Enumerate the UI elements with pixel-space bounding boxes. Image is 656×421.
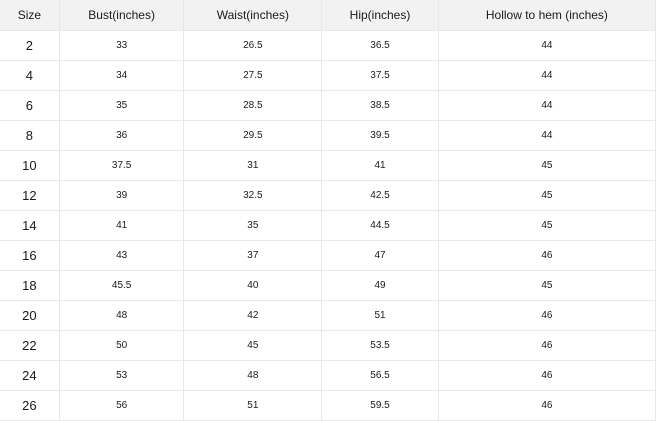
cell-bust: 33 bbox=[59, 30, 185, 61]
cell-waist: 37 bbox=[183, 240, 323, 271]
cell-hip: 36.5 bbox=[321, 30, 439, 61]
cell-waist: 51 bbox=[183, 390, 323, 421]
cell-hem: 44 bbox=[438, 30, 656, 61]
cell-waist: 40 bbox=[183, 270, 323, 301]
table-row: 4 34 27.5 37.5 44 bbox=[0, 60, 656, 91]
cell-hip: 49 bbox=[321, 270, 439, 301]
cell-size: 6 bbox=[0, 90, 60, 121]
table-row: 2 33 26.5 36.5 44 bbox=[0, 30, 656, 61]
table-row: 14 41 35 44.5 45 bbox=[0, 210, 656, 241]
cell-hip: 38.5 bbox=[321, 90, 439, 121]
size-chart-body: 2 33 26.5 36.5 44 4 34 27.5 37.5 44 6 35 28.5 38.5 44 8… bbox=[0, 30, 656, 421]
cell-hip: 47 bbox=[321, 240, 439, 271]
cell-bust: 34 bbox=[59, 60, 185, 91]
cell-hip: 42.5 bbox=[321, 180, 439, 211]
cell-bust: 35 bbox=[59, 90, 185, 121]
column-header-hollow-to-hem: Hollow to hem (inches) bbox=[438, 0, 656, 31]
cell-waist: 35 bbox=[183, 210, 323, 241]
cell-size: 24 bbox=[0, 360, 60, 391]
cell-bust: 50 bbox=[59, 330, 185, 361]
cell-hip: 59.5 bbox=[321, 390, 439, 421]
cell-size: 14 bbox=[0, 210, 60, 241]
cell-waist: 48 bbox=[183, 360, 323, 391]
cell-waist: 42 bbox=[183, 300, 323, 331]
table-row: 12 39 32.5 42.5 45 bbox=[0, 180, 656, 211]
cell-size: 12 bbox=[0, 180, 60, 211]
cell-hip: 56.5 bbox=[321, 360, 439, 391]
table-row: 20 48 42 51 46 bbox=[0, 300, 656, 331]
cell-bust: 39 bbox=[59, 180, 185, 211]
table-row: 22 50 45 53.5 46 bbox=[0, 330, 656, 361]
cell-bust: 36 bbox=[59, 120, 185, 151]
table-row: 8 36 29.5 39.5 44 bbox=[0, 120, 656, 151]
table-row: 16 43 37 47 46 bbox=[0, 240, 656, 271]
cell-hem: 44 bbox=[438, 120, 656, 151]
cell-waist: 29.5 bbox=[183, 120, 323, 151]
cell-hem: 46 bbox=[438, 360, 656, 391]
cell-size: 20 bbox=[0, 300, 60, 331]
cell-hem: 45 bbox=[438, 180, 656, 211]
cell-waist: 45 bbox=[183, 330, 323, 361]
header-row: Size Bust(inches) Waist(inches) Hip(inch… bbox=[0, 0, 656, 31]
cell-hip: 53.5 bbox=[321, 330, 439, 361]
cell-hip: 37.5 bbox=[321, 60, 439, 91]
cell-hip: 39.5 bbox=[321, 120, 439, 151]
cell-hip: 44.5 bbox=[321, 210, 439, 241]
cell-hem: 45 bbox=[438, 210, 656, 241]
cell-bust: 41 bbox=[59, 210, 185, 241]
table-row: 24 53 48 56.5 46 bbox=[0, 360, 656, 391]
cell-waist: 27.5 bbox=[183, 60, 323, 91]
cell-size: 18 bbox=[0, 270, 60, 301]
cell-size: 16 bbox=[0, 240, 60, 271]
column-header-waist: Waist(inches) bbox=[183, 0, 323, 31]
column-header-hip: Hip(inches) bbox=[321, 0, 439, 31]
cell-size: 26 bbox=[0, 390, 60, 421]
cell-waist: 31 bbox=[183, 150, 323, 181]
cell-hem: 46 bbox=[438, 300, 656, 331]
cell-bust: 43 bbox=[59, 240, 185, 271]
cell-size: 8 bbox=[0, 120, 60, 151]
cell-size: 10 bbox=[0, 150, 60, 181]
cell-hem: 44 bbox=[438, 60, 656, 91]
column-header-size: Size bbox=[0, 0, 60, 31]
cell-waist: 32.5 bbox=[183, 180, 323, 211]
cell-bust: 45.5 bbox=[59, 270, 185, 301]
table-row: 26 56 51 59.5 46 bbox=[0, 390, 656, 421]
table-row: 18 45.5 40 49 45 bbox=[0, 270, 656, 301]
cell-hem: 46 bbox=[438, 240, 656, 271]
cell-size: 2 bbox=[0, 30, 60, 61]
cell-hip: 51 bbox=[321, 300, 439, 331]
cell-bust: 56 bbox=[59, 390, 185, 421]
cell-size: 4 bbox=[0, 60, 60, 91]
cell-hem: 45 bbox=[438, 150, 656, 181]
column-header-bust: Bust(inches) bbox=[59, 0, 185, 31]
cell-bust: 48 bbox=[59, 300, 185, 331]
cell-waist: 28.5 bbox=[183, 90, 323, 121]
cell-hem: 45 bbox=[438, 270, 656, 301]
cell-hip: 41 bbox=[321, 150, 439, 181]
cell-hem: 46 bbox=[438, 330, 656, 361]
cell-bust: 53 bbox=[59, 360, 185, 391]
table-row: 10 37.5 31 41 45 bbox=[0, 150, 656, 181]
cell-hem: 44 bbox=[438, 90, 656, 121]
cell-bust: 37.5 bbox=[59, 150, 185, 181]
cell-hem: 46 bbox=[438, 390, 656, 421]
table-row: 6 35 28.5 38.5 44 bbox=[0, 90, 656, 121]
cell-size: 22 bbox=[0, 330, 60, 361]
size-chart-header: Size Bust(inches) Waist(inches) Hip(inch… bbox=[0, 0, 656, 31]
cell-waist: 26.5 bbox=[183, 30, 323, 61]
